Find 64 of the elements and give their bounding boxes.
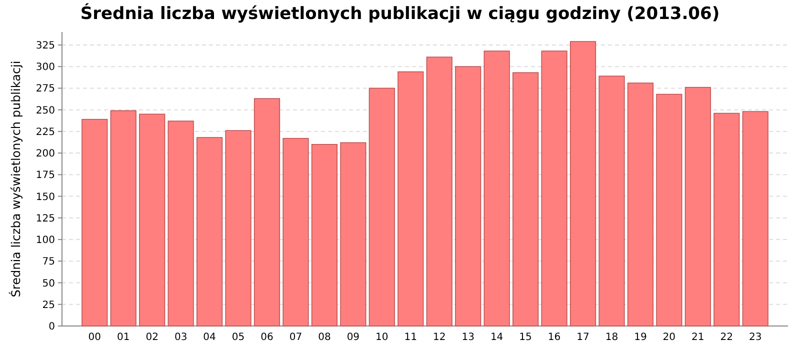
y-tick-label: 275 — [36, 84, 55, 95]
bar — [426, 56, 452, 326]
bar — [311, 144, 338, 326]
bar — [398, 71, 424, 326]
y-tick-label: 150 — [36, 192, 55, 203]
x-tick-label: 00 — [88, 332, 102, 343]
bar — [282, 138, 309, 326]
bar — [484, 50, 510, 326]
chart-title: Średnia liczba wyświetlonych publikacji w ciągu godziny (2013.06) — [80, 3, 720, 24]
bar — [82, 118, 108, 326]
bar — [225, 130, 252, 326]
x-tick-label: 13 — [462, 332, 474, 343]
bar — [168, 120, 194, 326]
bar — [139, 114, 166, 326]
y-axis-title: Średnia liczba wyświetlonych publikacji — [8, 60, 23, 298]
x-tick-label: 19 — [634, 332, 647, 343]
x-tick-label: 17 — [576, 332, 590, 343]
bar — [742, 111, 768, 326]
bar — [340, 142, 366, 326]
x-tick-label: 11 — [404, 332, 418, 343]
bar — [368, 88, 395, 326]
bar — [656, 94, 682, 326]
bar — [512, 72, 539, 326]
x-tick-label: 02 — [146, 332, 158, 343]
x-tick-label: 08 — [318, 332, 331, 343]
y-tick-label: 125 — [36, 213, 55, 224]
x-tick-label: 01 — [117, 332, 130, 343]
bar — [541, 50, 568, 326]
x-tick-label: 14 — [490, 332, 504, 343]
bar — [714, 112, 740, 326]
x-tick-label: 12 — [432, 332, 446, 343]
x-tick-label: 23 — [748, 332, 762, 343]
bar — [598, 76, 625, 326]
bar — [110, 110, 136, 326]
x-tick-label: 06 — [260, 332, 274, 343]
bar — [196, 137, 223, 326]
x-tick-label: 22 — [720, 332, 733, 343]
x-tick-label: 21 — [692, 332, 704, 343]
x-tick-label: 10 — [376, 332, 388, 343]
bar — [684, 86, 711, 326]
y-tick-label: 250 — [36, 105, 55, 116]
bar — [627, 82, 654, 326]
y-tick-label: 25 — [42, 300, 55, 311]
x-tick-label: 18 — [605, 332, 618, 343]
y-tick-label: 175 — [36, 170, 55, 182]
x-tick-label: 16 — [548, 332, 561, 343]
x-tick-label: 20 — [662, 332, 676, 343]
x-tick-label: 15 — [519, 332, 532, 343]
y-tick-label: 200 — [36, 148, 55, 160]
x-tick-label: 07 — [289, 332, 302, 343]
y-tick-label: 0 — [48, 322, 55, 332]
x-tick-label: 03 — [174, 332, 188, 343]
y-tick-label: 225 — [36, 126, 55, 138]
y-tick-label: 50 — [42, 278, 55, 290]
bar — [254, 98, 280, 326]
y-tick-label: 300 — [36, 62, 55, 74]
y-tick-label: 75 — [42, 256, 55, 268]
y-tick-label: 325 — [36, 40, 55, 52]
x-tick-label: 05 — [232, 332, 245, 343]
bar — [455, 66, 482, 326]
x-tick-label: 04 — [203, 332, 216, 343]
y-tick-label: 100 — [36, 235, 55, 246]
x-tick-label: 09 — [346, 332, 360, 343]
bar — [570, 41, 596, 326]
